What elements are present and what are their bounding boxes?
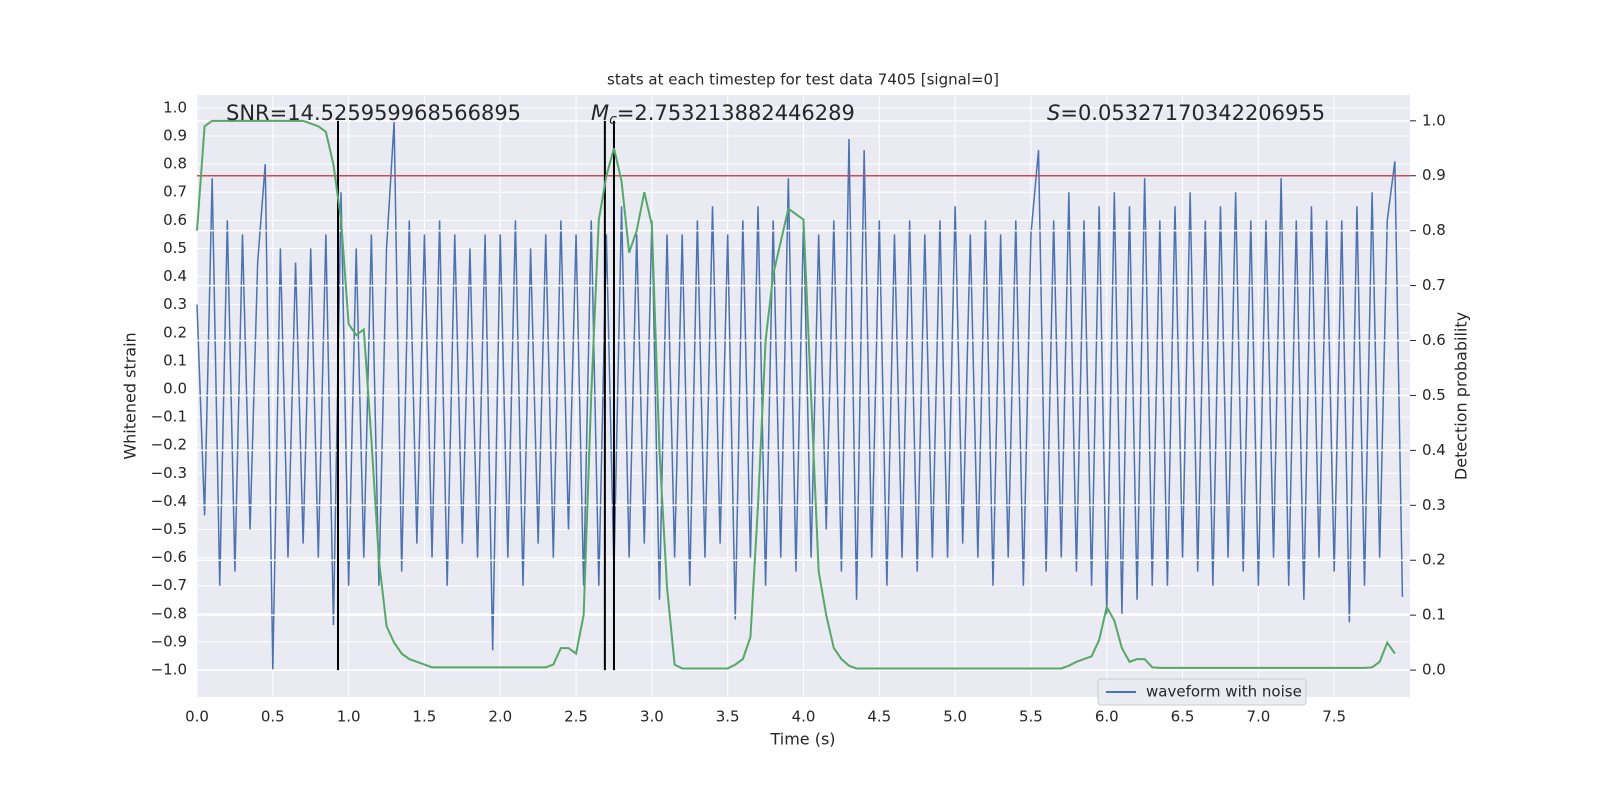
annotation-symbol: S — [1047, 101, 1060, 125]
y-tick-label: 0.7 — [163, 183, 187, 201]
x-tick-label: 3.0 — [640, 708, 664, 726]
y-tick-label: −0.7 — [151, 576, 187, 594]
y-tick-label: 0.9 — [163, 127, 187, 145]
annotation: S=0.05327170342206955 — [1047, 101, 1325, 125]
series-line — [196, 119, 1396, 670]
y-tick-label: 0.4 — [163, 267, 187, 285]
annotation: Mc=2.753213882446289 — [591, 101, 855, 128]
y-tick-label: −0.4 — [151, 492, 187, 510]
x-axis-label: Time (s) — [769, 730, 835, 749]
x-tick-label: 6.0 — [1095, 708, 1119, 726]
x-tick-label: 3.5 — [716, 708, 740, 726]
x-tick-label: 5.5 — [1019, 708, 1043, 726]
annotation-text: =0.05327170342206955 — [1060, 101, 1325, 125]
legend-label: waveform with noise — [1146, 683, 1302, 701]
y2-tick-label: 0.7 — [1422, 276, 1446, 294]
y-tick-label: 0.2 — [163, 323, 187, 341]
legend-box — [1097, 678, 1307, 706]
y-tick-label: −0.5 — [151, 520, 187, 538]
y-tick-label: 0.6 — [163, 211, 187, 229]
x-tick-label: 7.5 — [1322, 708, 1346, 726]
y-tick-label: 0.5 — [163, 239, 187, 257]
x-tick-label: 5.0 — [943, 708, 967, 726]
y-tick-label: −0.8 — [151, 604, 187, 622]
annotation-text: SNR=14.525959968566895 — [226, 101, 521, 125]
y2-tick-label: 0.5 — [1422, 386, 1446, 404]
y-axis-label: Whitened strain — [121, 332, 140, 459]
annotation-symbol: M — [591, 101, 609, 125]
x-tick-label: 2.0 — [488, 708, 512, 726]
y2-tick-label: 0.9 — [1422, 166, 1446, 184]
chart-title: stats at each timestep for test data 740… — [607, 71, 999, 89]
y-tick-label: 0.8 — [163, 155, 187, 173]
x-tick-label: 6.5 — [1171, 708, 1195, 726]
y-tick-label: 1.0 — [163, 98, 187, 116]
y2-tick-label: 0.3 — [1422, 496, 1446, 514]
y2-axis-label: Detection probability — [1452, 312, 1471, 480]
y2-tick-label: 0.8 — [1422, 221, 1446, 239]
y-tick-label: −0.6 — [151, 548, 187, 566]
y-tick-label: −0.2 — [151, 436, 187, 454]
y2-tick-label: 0.2 — [1422, 551, 1446, 569]
annotation: SNR=14.525959968566895 — [226, 101, 521, 125]
y-tick-label: −1.0 — [151, 661, 187, 679]
x-tick-label: 0.0 — [185, 708, 209, 726]
annotation-text: =2.753213882446289 — [617, 101, 855, 125]
y2-tick-label: 0.1 — [1422, 606, 1446, 624]
x-tick-label: 4.0 — [792, 708, 816, 726]
y-tick-label: 0.0 — [163, 379, 187, 397]
x-tick-label: 7.0 — [1246, 708, 1270, 726]
y-tick-label: 0.3 — [163, 295, 187, 313]
y-tick-label: −0.3 — [151, 464, 187, 482]
x-tick-label: 1.0 — [337, 708, 361, 726]
annotation-subscript: c — [609, 112, 617, 128]
x-tick-label: 1.5 — [413, 708, 437, 726]
y2-tick-label: 1.0 — [1422, 111, 1446, 129]
y2-tick-label: 0.6 — [1422, 331, 1446, 349]
x-tick-label: 4.5 — [867, 708, 891, 726]
y2-tick-label: 0.4 — [1422, 441, 1446, 459]
y2-tick-label: 0.0 — [1422, 661, 1446, 679]
y-tick-label: −0.1 — [151, 408, 187, 426]
y-tick-label: 0.1 — [163, 351, 187, 369]
x-tick-label: 2.5 — [564, 708, 588, 726]
y-tick-label: −0.9 — [151, 632, 187, 650]
x-tick-label: 0.5 — [261, 708, 285, 726]
